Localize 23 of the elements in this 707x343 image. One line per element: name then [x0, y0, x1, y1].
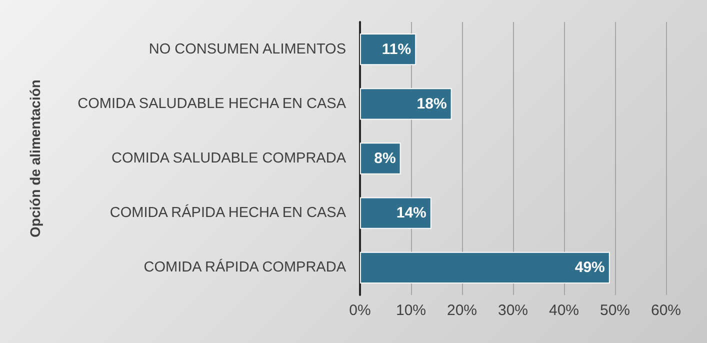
x-tick-label: 60% [650, 302, 682, 319]
x-tick-label: 30% [498, 302, 528, 319]
data-label: 8% [374, 150, 396, 167]
y-axis-title: Opción de alimentación [27, 80, 43, 238]
x-tick-label: 0% [349, 302, 371, 319]
x-tick-label: 20% [446, 302, 478, 319]
data-label: 49% [574, 259, 605, 276]
bar [360, 142, 401, 174]
y-tick-label: COMIDA SALUDABLE COMPRADA [112, 150, 346, 166]
data-label: 11% [382, 40, 412, 58]
x-tick-label: 10% [396, 302, 426, 319]
data-label: 18% [416, 95, 447, 112]
bar [360, 197, 432, 229]
y-tick-label: NO CONSUMEN ALIMENTOS [148, 41, 346, 58]
y-tick-label: COMIDA RÁPIDA HECHA EN CASA [110, 204, 346, 222]
x-tick-label: 50% [600, 302, 630, 319]
y-tick-label: COMIDA SALUDABLE HECHA EN CASA [78, 96, 346, 112]
bar [360, 88, 452, 120]
data-label: 14% [396, 204, 426, 222]
y-tick-label: COMIDA RÁPIDA COMPRADA [144, 258, 346, 276]
bar [360, 252, 610, 284]
x-tick-label: 40% [548, 302, 580, 319]
bar [360, 33, 416, 66]
